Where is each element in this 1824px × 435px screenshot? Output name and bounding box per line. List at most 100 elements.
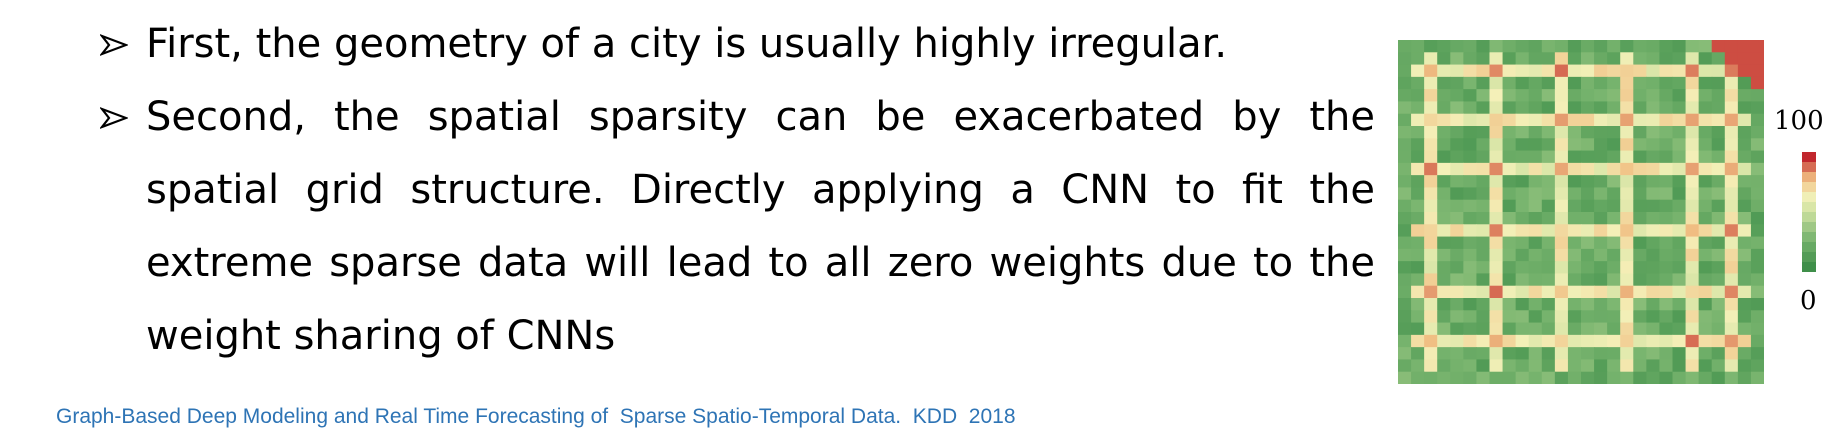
heatmap-cell (1411, 285, 1425, 299)
heatmap-cell (1698, 359, 1713, 373)
heatmap-cell (1607, 322, 1621, 336)
heatmap-cell (1424, 126, 1438, 139)
heatmap-cell (1502, 89, 1517, 103)
heatmap-cell (1489, 298, 1504, 311)
heatmap-cell (1698, 150, 1713, 164)
heatmap-cell (1607, 273, 1621, 287)
heatmap-cell (1463, 113, 1478, 127)
heatmap-cell (1528, 89, 1543, 103)
heatmap-cell (1463, 64, 1478, 78)
heatmap-cell (1489, 162, 1504, 176)
heatmap-cell (1502, 359, 1517, 373)
heatmap-cell (1541, 64, 1556, 78)
heatmap-cell (1554, 199, 1569, 213)
heatmap-cell (1724, 236, 1739, 250)
heatmap-cell (1698, 212, 1713, 225)
heatmap-cell (1554, 298, 1569, 311)
heatmap-cell (1489, 285, 1504, 299)
heatmap-cell (1515, 150, 1530, 164)
heatmap-cell (1581, 40, 1595, 53)
heatmap-cell (1554, 101, 1569, 115)
heatmap-cell (1646, 347, 1661, 361)
heatmap-cell (1711, 150, 1726, 164)
heatmap-cell (1607, 261, 1621, 275)
heatmap-cell (1502, 322, 1517, 336)
bullet-text-geometry: First, the geometry of a city is usually… (146, 21, 1228, 67)
heatmap-cell (1659, 236, 1674, 250)
heatmap-cell (1528, 322, 1543, 336)
heatmap-cell (1476, 224, 1491, 238)
heatmap-cell (1411, 126, 1425, 139)
heatmap-cell (1502, 101, 1517, 115)
heatmap-cell (1646, 150, 1661, 164)
heatmap-cell (1411, 273, 1425, 287)
heatmap-cell (1633, 347, 1647, 361)
heatmap-cell (1607, 334, 1621, 348)
heatmap-cell (1541, 138, 1556, 152)
heatmap-cell (1463, 150, 1478, 164)
heatmap-cell (1607, 298, 1621, 311)
heatmap-cell (1515, 212, 1530, 225)
heatmap-cell (1567, 175, 1582, 189)
colorbar-segment (1802, 232, 1816, 243)
heatmap-cell (1528, 64, 1543, 78)
heatmap-cell (1646, 224, 1661, 238)
heatmap-cell (1594, 224, 1608, 238)
heatmap-cell (1672, 212, 1687, 225)
heatmap-cell (1620, 273, 1634, 287)
heatmap-cell (1724, 248, 1739, 262)
heatmap-cell (1437, 334, 1451, 348)
heatmap-cell (1698, 273, 1713, 287)
heatmap-cell (1646, 248, 1661, 262)
heatmap-cell (1646, 76, 1661, 90)
heatmap-cell (1554, 261, 1569, 275)
heatmap-cell (1594, 40, 1608, 53)
heatmap-cell (1633, 76, 1647, 90)
heatmap-cell (1581, 273, 1595, 287)
heatmap-cell (1398, 113, 1412, 127)
heatmap-cell (1737, 162, 1752, 176)
heatmap-cell (1541, 371, 1556, 384)
heatmap-cell (1463, 322, 1478, 336)
heatmap-cell (1607, 371, 1621, 384)
heatmap-cell (1411, 322, 1425, 336)
heatmap-cell (1437, 236, 1451, 250)
heatmap-cell (1437, 101, 1451, 115)
colorbar-min-label: 0 (1800, 286, 1817, 316)
heatmap-cell (1646, 334, 1661, 348)
heatmap-cell (1567, 40, 1582, 53)
heatmap-cell (1528, 40, 1543, 53)
heatmap-cell (1502, 40, 1517, 53)
heatmap-cell (1411, 52, 1425, 66)
heatmap-cell (1502, 113, 1517, 127)
heatmap-cell (1633, 248, 1647, 262)
heatmap-cell (1515, 273, 1530, 287)
heatmap-cell (1698, 126, 1713, 139)
heatmap-cell (1659, 310, 1674, 324)
heatmap-cell (1633, 273, 1647, 287)
heatmap-cell (1528, 224, 1543, 238)
heatmap-cell (1528, 285, 1543, 299)
colorbar-segment (1802, 202, 1816, 213)
heatmap-cell (1633, 371, 1647, 384)
heatmap-cell (1398, 52, 1412, 66)
heatmap-cell (1411, 162, 1425, 176)
heatmap-cell (1711, 248, 1726, 262)
heatmap-cell (1594, 347, 1608, 361)
heatmap-cell (1724, 371, 1739, 384)
heatmap-cell (1450, 322, 1464, 336)
heatmap-cell (1711, 236, 1726, 250)
heatmap-cell (1672, 113, 1687, 127)
heatmap-cell (1398, 64, 1412, 78)
heatmap-cell (1711, 89, 1726, 103)
heatmap-cell (1437, 248, 1451, 262)
heatmap-cell (1659, 64, 1674, 78)
heatmap-cell (1633, 224, 1647, 238)
heatmap-cell (1463, 371, 1478, 384)
heatmap-cell (1633, 236, 1647, 250)
heatmap-cell (1750, 310, 1764, 324)
heatmap-cell (1607, 310, 1621, 324)
heatmap-cell (1398, 224, 1412, 238)
heatmap-cell (1528, 113, 1543, 127)
heatmap-cell (1646, 261, 1661, 275)
